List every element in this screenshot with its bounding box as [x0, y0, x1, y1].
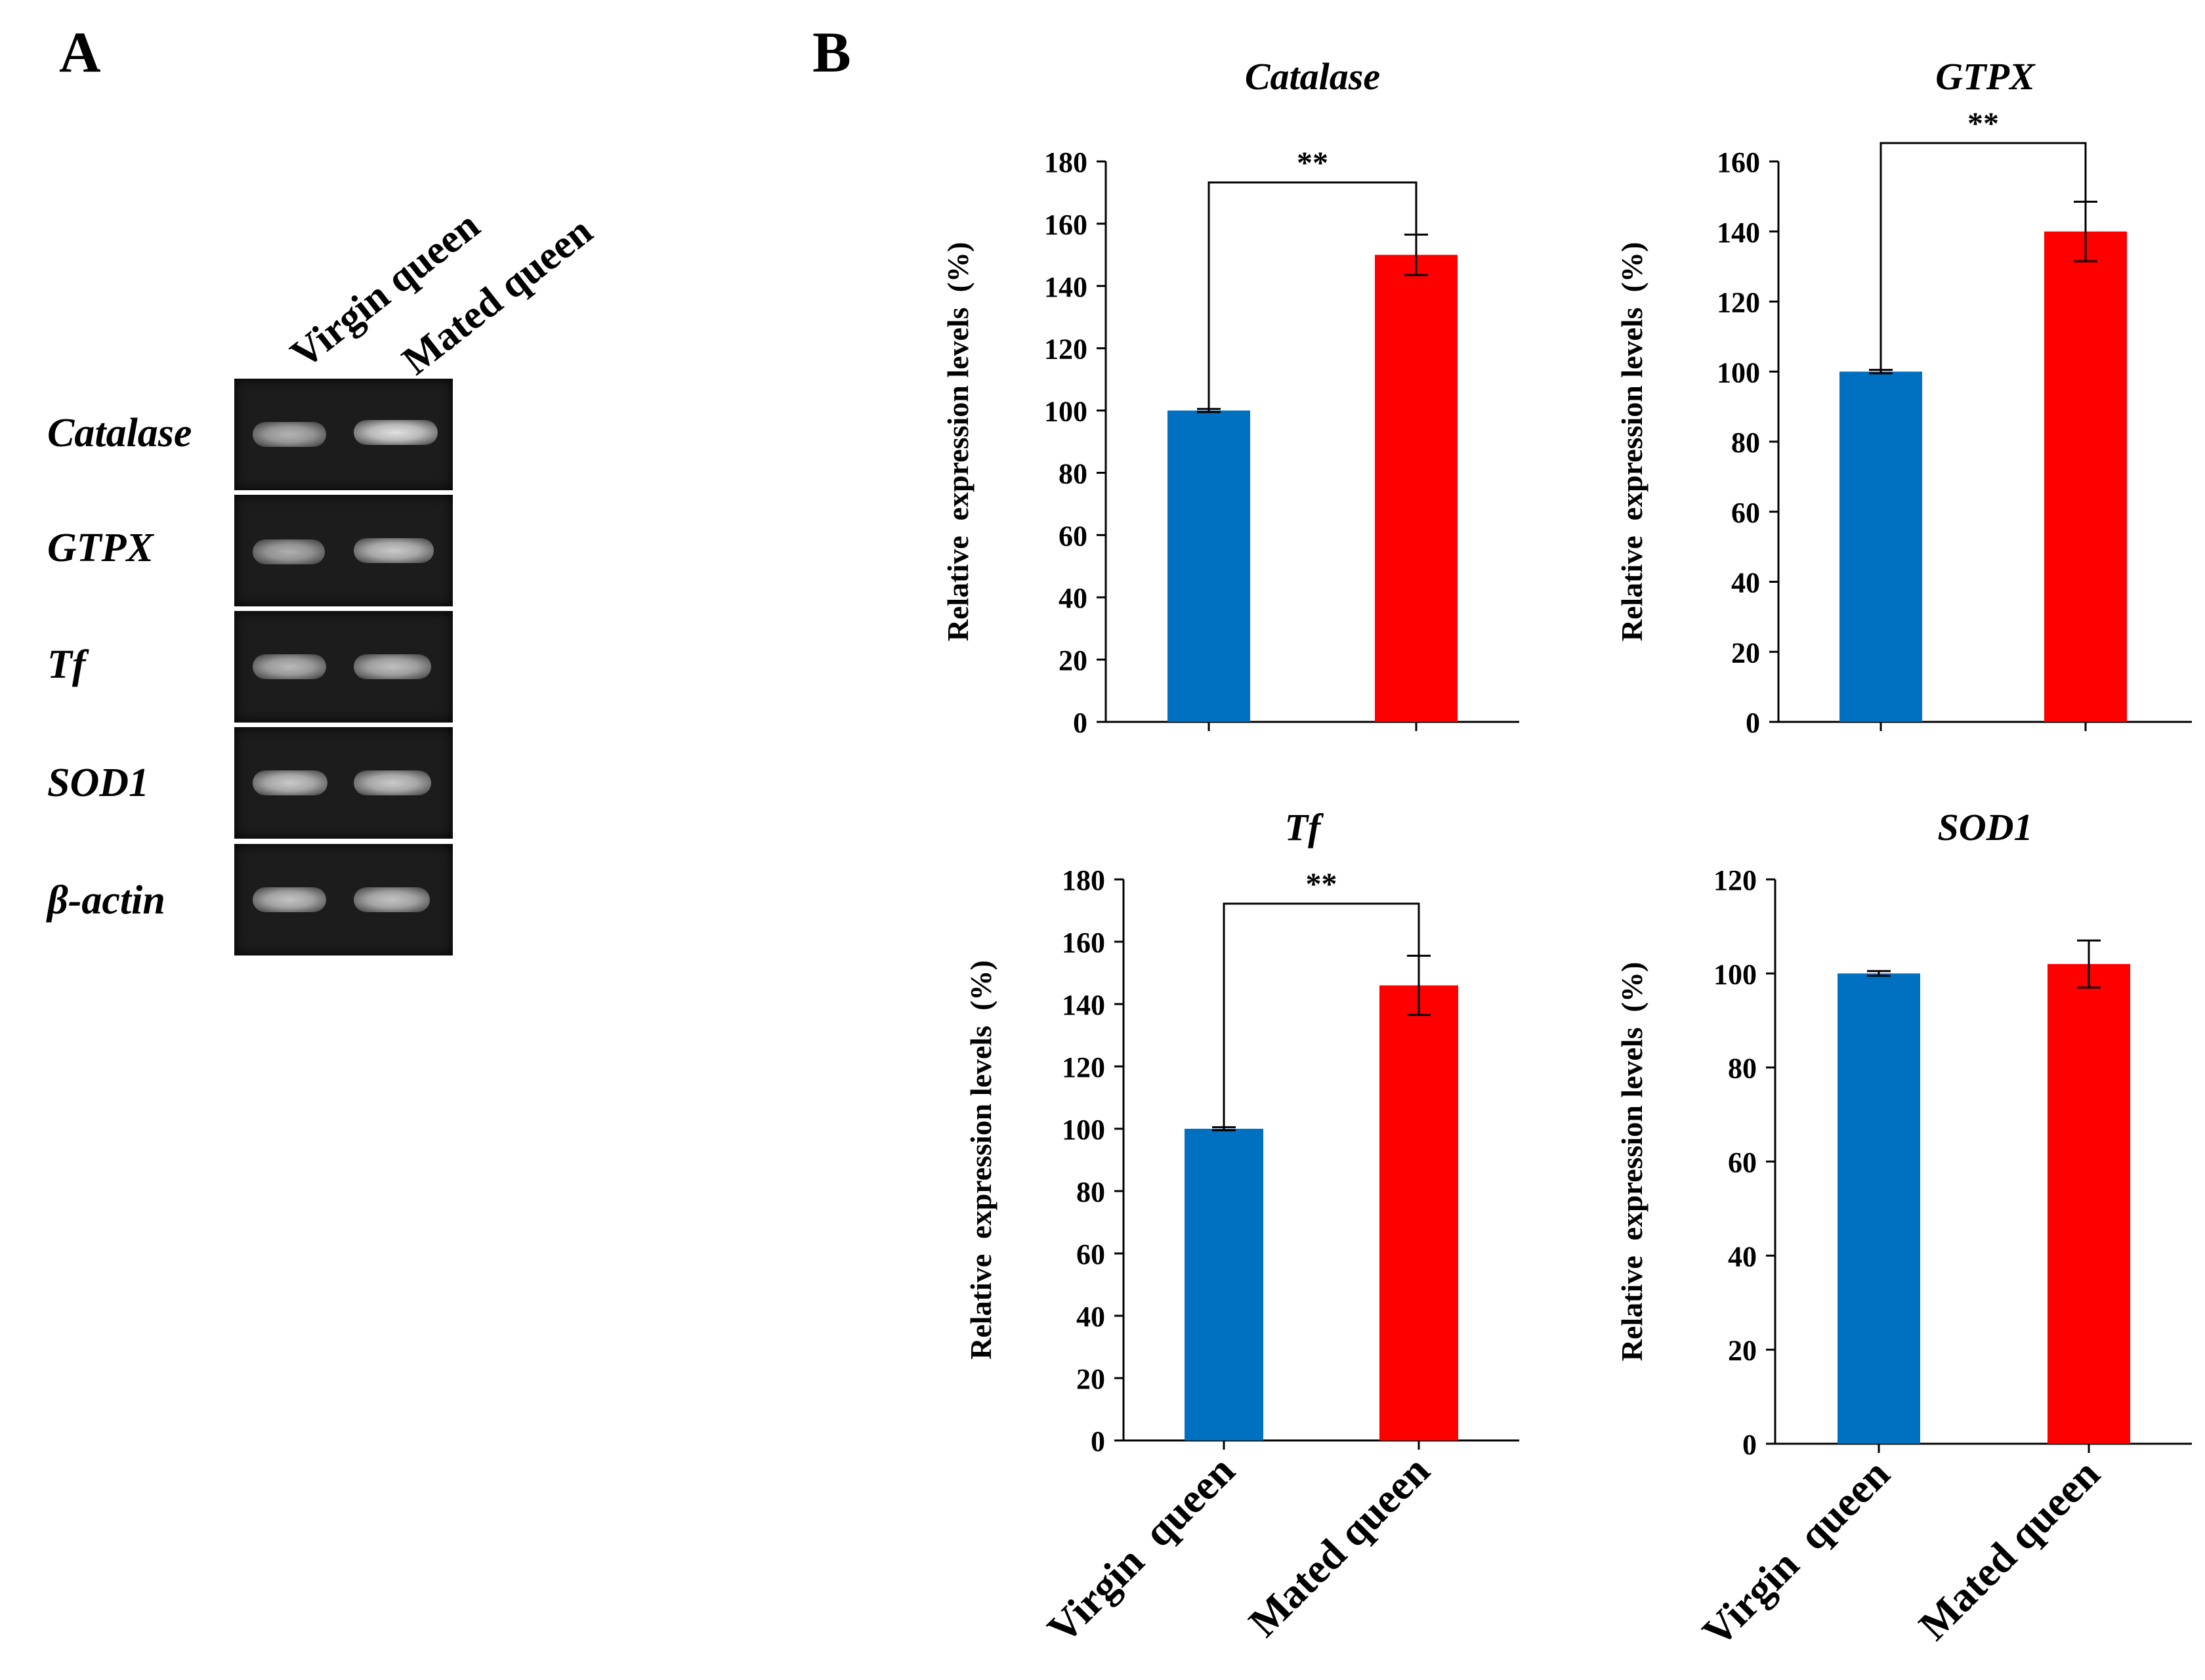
y-tick-label: 100 [1044, 396, 1087, 428]
chart-title: GTPX [1935, 55, 2036, 98]
chart-catalase: Catalase 0 20 40 60 80 100 120 140 160 180 Relative… [941, 55, 1519, 739]
y-axis-label: Relative expression levels (%) [1615, 962, 1648, 1362]
chart-title: SOD1 [1937, 806, 2032, 849]
gel-band [354, 420, 438, 445]
y-tick-label: 160 [1044, 209, 1087, 241]
y-tick-label: 0 [1091, 1425, 1105, 1458]
significance-label: ** [1306, 867, 1337, 902]
gel-band [253, 770, 327, 795]
gel-lane-box-gtpx [234, 495, 453, 606]
gel-lane-box-tf [234, 611, 453, 723]
bar-virgin-queen [1185, 1129, 1263, 1440]
significance-bracket [1208, 181, 1418, 410]
x-category-label: Virgin queen [1693, 1450, 1899, 1656]
y-tick-label: 140 [1044, 271, 1087, 303]
y-tick-label: 120 [1044, 333, 1087, 366]
y-tick-label: 80 [1731, 427, 1760, 459]
significance-bracket [1223, 902, 1420, 1127]
y-tick-label: 120 [1062, 1051, 1105, 1083]
y-tick-label: 0 [1073, 707, 1087, 739]
significance-bracket [1880, 142, 2087, 370]
gel-row-label-gtpx: GTPX [47, 526, 154, 570]
bar-mated-queen [2048, 964, 2130, 1444]
chart-title: Catalase [1245, 55, 1380, 98]
gel-row-label-tf: Tf [47, 642, 86, 687]
y-axis-label: Relative expression levels (%) [964, 960, 998, 1360]
gel-band [253, 654, 326, 679]
bar-mated-queen [1375, 255, 1458, 722]
chart-gtpx: GTPX 0 20 40 60 80 100 120 140 160 Relative expres… [1615, 55, 2192, 739]
bar-virgin-queen [1839, 371, 1922, 722]
y-tick-label: 140 [1062, 989, 1105, 1021]
x-category-label: Mated queen [1240, 1447, 1438, 1646]
y-tick-label: 100 [1713, 958, 1757, 990]
bar-virgin-queen [1167, 410, 1250, 722]
gel-band [253, 422, 326, 447]
y-tick-label: 40 [1728, 1240, 1757, 1272]
bar-mated-queen [1379, 985, 1458, 1440]
y-tick-label: 80 [1076, 1176, 1105, 1208]
significance-label: ** [1297, 146, 1328, 180]
gel-row-label-beta-actin: β-actin [47, 878, 165, 923]
y-tick-label: 180 [1044, 146, 1087, 178]
y-axis-label: Relative expression levels (%) [941, 242, 975, 642]
y-tick-label: 100 [1717, 356, 1760, 388]
significance-label: ** [1967, 106, 1999, 141]
bar-mated-queen [2044, 231, 2127, 722]
y-tick-label: 60 [1076, 1238, 1105, 1270]
y-tick-label: 120 [1713, 864, 1757, 896]
y-tick-label: 60 [1731, 497, 1760, 529]
y-tick-label: 40 [1059, 582, 1087, 614]
y-tick-label: 40 [1731, 567, 1760, 599]
gel-lane-box-sod1 [234, 727, 453, 839]
gel-row-label-catalase: Catalase [47, 411, 192, 455]
y-tick-label: 20 [1076, 1363, 1105, 1395]
y-tick-label: 100 [1062, 1114, 1105, 1146]
gel-lane-box-beta-actin [234, 844, 453, 956]
y-tick-label: 140 [1717, 217, 1760, 249]
gel-band [354, 654, 431, 679]
gel-lane-box-catalase [234, 379, 453, 490]
chart-sod1: SOD1 0 20 40 60 80 100 120 Relative expression l… [1615, 806, 2192, 1655]
y-tick-label: 0 [1746, 707, 1760, 739]
y-tick-label: 180 [1062, 864, 1105, 896]
gel-band [354, 538, 434, 563]
y-tick-label: 20 [1728, 1335, 1757, 1367]
panel-label-a: A [59, 21, 101, 85]
y-axis-label: Relative expression levels (%) [1615, 242, 1648, 642]
gel-band [253, 539, 325, 564]
y-tick-label: 80 [1728, 1053, 1757, 1085]
bar-virgin-queen [1838, 973, 1920, 1444]
gel-band [354, 770, 431, 795]
chart-tf: Tf 0 20 40 60 80 100 120 140 160 180 Relative expre… [964, 806, 1519, 1652]
gel-band [354, 887, 430, 912]
y-tick-label: 160 [1717, 146, 1760, 178]
gel-row-label-sod1: SOD1 [47, 761, 150, 805]
gel-band [253, 887, 326, 912]
y-tick-label: 20 [1731, 637, 1760, 669]
y-tick-label: 0 [1742, 1429, 1757, 1461]
y-tick-label: 20 [1059, 644, 1087, 677]
y-tick-label: 160 [1062, 927, 1105, 959]
chart-title: Tf [1285, 806, 1324, 849]
x-category-label: Virgin queen [1038, 1447, 1244, 1652]
panel-label-b: B [812, 21, 851, 85]
x-category-label: Mated queen [1910, 1450, 2109, 1649]
y-tick-label: 60 [1728, 1146, 1757, 1179]
y-tick-label: 80 [1059, 457, 1087, 490]
y-tick-label: 60 [1059, 520, 1087, 552]
y-tick-label: 40 [1076, 1301, 1105, 1333]
y-tick-label: 120 [1717, 287, 1760, 319]
